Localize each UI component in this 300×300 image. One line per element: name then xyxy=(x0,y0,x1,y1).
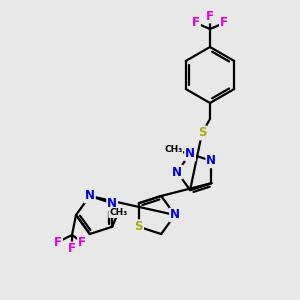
Text: F: F xyxy=(220,16,228,29)
Text: CH₃: CH₃ xyxy=(164,146,182,154)
Text: F: F xyxy=(206,10,214,22)
Text: N: N xyxy=(85,190,95,202)
Text: N: N xyxy=(170,208,180,221)
Text: F: F xyxy=(78,236,86,248)
Text: S: S xyxy=(198,127,206,140)
Text: F: F xyxy=(68,242,76,256)
Text: N: N xyxy=(172,166,182,178)
Text: CH₃: CH₃ xyxy=(109,208,127,217)
Text: F: F xyxy=(192,16,200,29)
Text: F: F xyxy=(54,236,62,248)
Text: N: N xyxy=(107,197,117,210)
Text: N: N xyxy=(185,147,195,161)
Text: N: N xyxy=(206,154,216,167)
Text: S: S xyxy=(135,220,143,233)
